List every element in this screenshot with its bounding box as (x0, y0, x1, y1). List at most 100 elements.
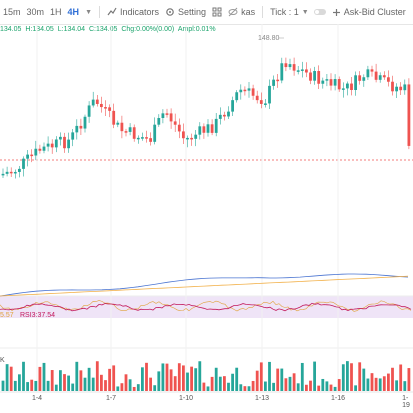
volume-bar (370, 373, 374, 391)
candle-body (382, 75, 386, 78)
volume-bar (108, 368, 111, 391)
candle-body (206, 124, 210, 133)
candle-body (50, 143, 54, 148)
volume-bar (214, 367, 218, 391)
ohlc-close: C:134.05 (88, 26, 118, 33)
candle-body (288, 64, 292, 68)
volume-bar (366, 378, 370, 391)
volume-bar (169, 369, 173, 391)
volume-bar (120, 383, 124, 391)
volume-bar (243, 386, 247, 391)
volume-bar (100, 374, 103, 391)
volume-bar (190, 366, 193, 391)
volume-bar (239, 384, 243, 391)
candle-body (161, 113, 165, 119)
candle-body (194, 134, 198, 139)
volume-bar (247, 386, 251, 391)
candle-body (403, 84, 407, 91)
candle-body (116, 122, 120, 125)
candle-body (202, 126, 206, 133)
volume-bar (46, 380, 50, 391)
ma-line-blue (0, 273, 409, 297)
volume-bar (354, 385, 357, 391)
candle-body (26, 154, 29, 159)
timeframe-1h[interactable]: 1H (50, 7, 62, 17)
candle-body (231, 100, 234, 112)
candle-body (313, 71, 316, 81)
candle-body (100, 103, 103, 108)
volume-bar (186, 372, 189, 391)
volume-bar (202, 382, 206, 391)
candle-body (362, 77, 366, 81)
timeframe-30m[interactable]: 30m (26, 7, 45, 17)
candle-body (13, 171, 17, 174)
timeframe-dropdown-icon[interactable]: ▼ (85, 8, 92, 16)
timeframe-15m[interactable]: 15m (3, 7, 21, 17)
time-axis: 1-4 1-7 1-10 1-13 1-16 1-19 (0, 392, 413, 413)
volume-bar (91, 377, 95, 391)
candle-body (141, 137, 144, 139)
volume-bar (67, 375, 70, 391)
candle-body (280, 63, 284, 81)
volume-bar (13, 380, 17, 391)
candle-body (268, 85, 271, 104)
volume-bar (350, 363, 353, 391)
candle-body (91, 99, 95, 106)
candle-body (223, 114, 226, 117)
candle-body (350, 83, 353, 91)
candle-body (354, 75, 357, 91)
x-tick-label: 1-13 (254, 395, 270, 402)
volume-bar (116, 386, 120, 391)
candle-body (378, 75, 382, 80)
volume-bar (18, 374, 21, 391)
eye-off-icon (228, 7, 238, 17)
volume-bar (161, 363, 165, 391)
tick-label: Tick : 1 (270, 7, 299, 17)
volume-bar (378, 378, 382, 391)
volume-bar (54, 384, 58, 391)
rsi-value-1: 5.57 (0, 312, 14, 319)
volume-bar (374, 377, 378, 391)
tick-selector[interactable]: Tick : 1 ▼ (267, 7, 329, 17)
candle-body (333, 79, 337, 86)
candle-body (214, 118, 218, 133)
volume-bar (1, 380, 5, 391)
indicators-icon (107, 7, 117, 16)
x-tick-label: 1-7 (105, 395, 117, 402)
volume-bar (341, 364, 345, 391)
candle-body (173, 121, 177, 125)
volume-bar (268, 361, 271, 391)
candle-body (38, 148, 42, 151)
tick-toggle[interactable] (313, 9, 326, 15)
candle-body (22, 158, 25, 169)
kas-button[interactable]: kas (225, 7, 258, 17)
candle-body (157, 118, 161, 125)
volume-bar (63, 374, 66, 391)
volume-bar (9, 366, 13, 391)
volume-bar (75, 361, 79, 391)
cluster-button[interactable]: Ask-Bid Cluster (329, 7, 409, 17)
volume-bar (313, 361, 316, 391)
indicators-button[interactable]: Indicators (104, 7, 162, 17)
candle-body (337, 79, 341, 90)
candle-body (83, 116, 87, 129)
candle-body (255, 95, 259, 101)
volume-bar (149, 377, 152, 391)
candle-body (227, 111, 230, 117)
candle-body (104, 107, 107, 109)
candle-body (120, 122, 124, 132)
candle-body (341, 88, 345, 90)
candle-body (87, 105, 91, 117)
volume-bar (34, 380, 38, 391)
candle-body (18, 168, 21, 172)
candle-body (54, 139, 58, 148)
volume-bar (145, 362, 148, 391)
candle-body (132, 127, 136, 139)
timeframe-4h[interactable]: 4H (67, 7, 80, 17)
layout-button[interactable] (209, 7, 225, 17)
candle-body (95, 99, 99, 104)
setting-button[interactable]: Setting (162, 7, 209, 17)
candle-body (325, 79, 329, 81)
volume-bar (141, 367, 144, 391)
